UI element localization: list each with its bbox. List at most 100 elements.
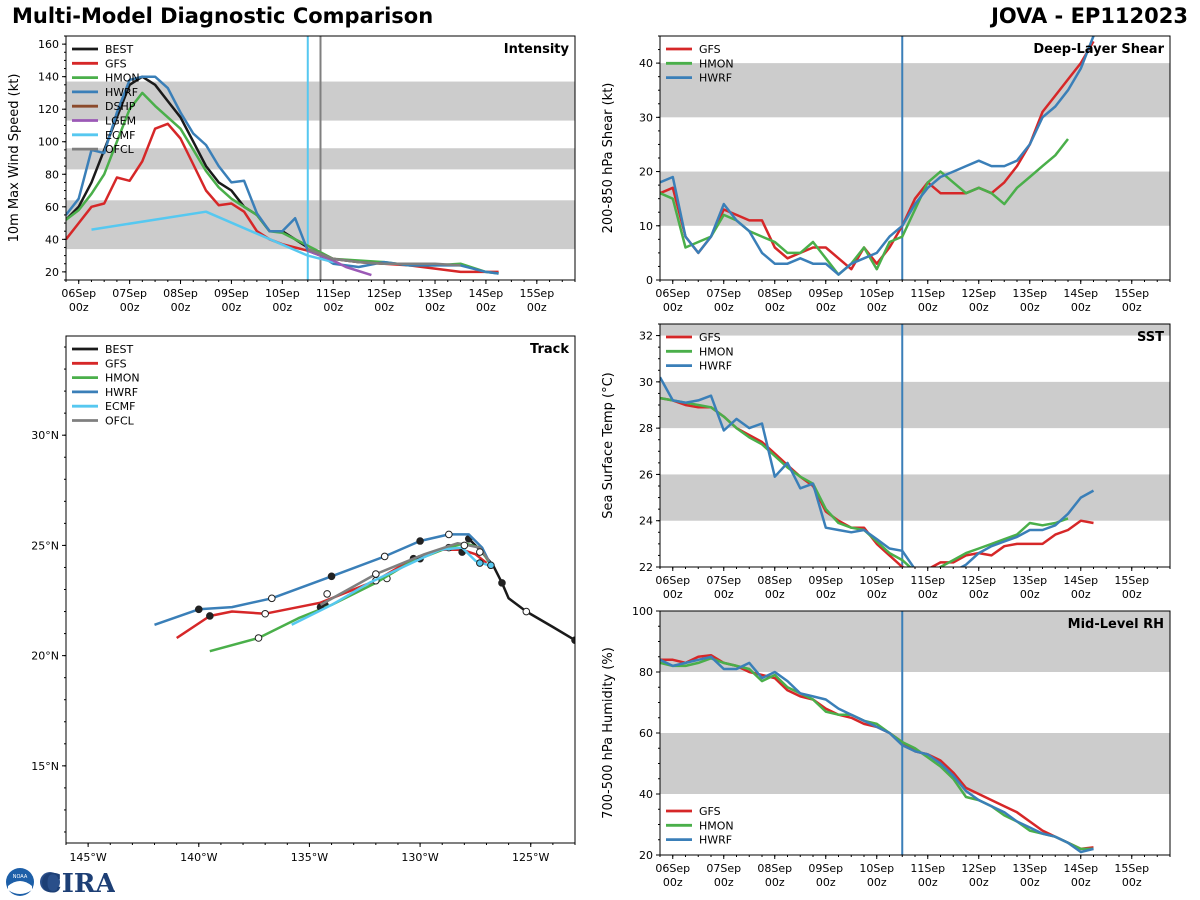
sst-xtick-line: 00z: [1020, 588, 1040, 601]
shear-series-hwrf: [660, 36, 1095, 276]
shear-xtick-line: 11Sep: [910, 287, 945, 300]
rh-legend-label-hwrf: HWRF: [699, 834, 732, 847]
sst-xtick-line: 09Sep: [808, 574, 843, 587]
track-frame: [65, 335, 576, 844]
shear-xtick-line: 00z: [918, 301, 938, 314]
track-legend-label-ecmf: ECMF: [105, 400, 135, 413]
intensity-title: Intensity: [504, 42, 570, 57]
intensity-xtick-label: 07Sep 00z: [112, 287, 147, 314]
shear-xtick-label: 07Sep 00z: [706, 287, 741, 314]
intensity-xtick-line: 08Sep: [163, 287, 198, 300]
track-marker-ofcl-1: [372, 570, 380, 578]
intensity-xtick-label: 06Sep 00z: [61, 287, 96, 314]
shear-xtick-label: 11Sep 00z: [910, 287, 945, 314]
shear-ytick-label: 10: [639, 220, 653, 233]
sst-series-group: [660, 376, 1095, 567]
track-marker-hmon-0: [254, 634, 263, 642]
intensity-xtick-line: 09Sep: [214, 287, 249, 300]
track-marker-gfs-0: [206, 612, 214, 620]
shear-ytick-label: 0: [646, 274, 653, 287]
shear-xtick-label: 06Sep 00z: [655, 287, 690, 314]
intensity-xtick-label: 13Sep 00z: [418, 287, 453, 314]
track-series-group: [154, 530, 575, 653]
shear-xtick-line: 14Sep: [1063, 287, 1098, 300]
shear-xtick-label: 14Sep 00z: [1063, 287, 1098, 314]
sst-frame: [659, 323, 1171, 568]
rh-band-1: [660, 611, 1170, 672]
rh-band-0: [660, 733, 1170, 794]
track-ytick-label: 20°N: [31, 650, 59, 663]
rh-xtick-line: 10Sep: [859, 862, 894, 875]
track-ytick-label: 25°N: [31, 539, 59, 552]
rh-xtick-label: 06Sep 00z: [655, 862, 690, 889]
intensity-xtick-line: 00z: [323, 301, 343, 314]
shear-xtick-label: 10Sep 00z: [859, 287, 894, 314]
intensity-xtick-label: 11Sep 00z: [316, 287, 351, 314]
intensity-ytick-label: 160: [38, 38, 59, 51]
track-marker-ecmf-1: [487, 561, 495, 570]
rh-xtick-label: 12Sep 00z: [961, 862, 996, 889]
rh-xtick-line: 00z: [816, 876, 836, 889]
shear-xtick-line: 00z: [969, 301, 989, 314]
shear-xtick-line: 00z: [714, 301, 734, 314]
sst-ytick-label: 26: [639, 468, 653, 481]
sst-xtick-line: 12Sep: [961, 574, 996, 587]
sst-xtick-label: 07Sep 00z: [706, 574, 741, 601]
intensity-xtick-line: 07Sep: [112, 287, 147, 300]
sst-xtick-label: 15Sep 00z: [1114, 574, 1149, 601]
track-title: Track: [530, 342, 569, 357]
sst-xtick-label: 13Sep 00z: [1012, 574, 1047, 601]
rh-xtick-line: 00z: [867, 876, 887, 889]
rh-xtick-line: 11Sep: [910, 862, 945, 875]
shear-series-hmon: [660, 138, 1069, 276]
track-xtick-label: 145°W: [69, 851, 106, 864]
sst-xtick-line: 00z: [1122, 588, 1142, 601]
sst-xtick-line: 00z: [1071, 588, 1091, 601]
intensity-legend-label-dshp: DSHP: [105, 100, 136, 113]
sst-band-0: [660, 474, 1170, 521]
shear-ytick-label: 30: [639, 111, 653, 124]
intensity-xtick-line: 14Sep: [469, 287, 504, 300]
rh-xtick-line: 06Sep: [655, 862, 690, 875]
sst-ytick-label: 24: [639, 515, 653, 528]
intensity-xtick-line: 00z: [527, 301, 547, 314]
rh-xtick-line: 14Sep: [1063, 862, 1098, 875]
rh-xtick-line: 00z: [663, 876, 683, 889]
track-marker-hwrf-0: [194, 605, 203, 614]
rh-ytick-label: 20: [639, 849, 653, 862]
sst-xtick-line: 14Sep: [1063, 574, 1098, 587]
track-xtick-label: 135°W: [291, 851, 328, 864]
intensity-series-group: [66, 75, 499, 277]
track-marker-ofcl-0: [323, 590, 331, 598]
intensity-xtick-line: 00z: [120, 301, 140, 314]
intensity-xtick-line: 06Sep: [61, 287, 96, 300]
intensity-legend-label-hmon: HMON: [105, 72, 140, 85]
shear-legend-label-gfs: GFS: [699, 43, 721, 56]
intensity-legend-label-hwrf: HWRF: [105, 86, 138, 99]
track-marker-hwrf-2: [327, 572, 336, 581]
noaa-emblem-text: NOAA: [13, 874, 28, 880]
figure-title: Multi-Model Diagnostic Comparison: [12, 4, 434, 28]
shear-ytick-label: 20: [639, 166, 653, 179]
sst-series-hwrf: [660, 376, 1095, 567]
shear-xtick-label: 09Sep 00z: [808, 287, 843, 314]
intensity-xtick-line: 11Sep: [316, 287, 351, 300]
track-marker-hwrf-1: [268, 594, 276, 603]
intensity-xtick-line: 00z: [425, 301, 445, 314]
storm-id: JOVA - EP112023: [991, 4, 1188, 28]
rh-xtick-label: 08Sep 00z: [757, 862, 792, 889]
sst-xtick-line: 10Sep: [859, 574, 894, 587]
track-ytick-label: 30°N: [31, 429, 59, 442]
shear-xtick-line: 15Sep: [1114, 287, 1149, 300]
shear-xtick-label: 08Sep 00z: [757, 287, 792, 314]
intensity-ytick-label: 120: [38, 103, 59, 116]
rh-legend-label-gfs: GFS: [699, 805, 721, 818]
intensity-xtick-line: 10Sep: [265, 287, 300, 300]
shear-xtick-line: 00z: [1071, 301, 1091, 314]
intensity-ytick-label: 60: [45, 201, 59, 214]
sst-xtick-label: 08Sep 00z: [757, 574, 792, 601]
intensity-xtick-line: 12Sep: [367, 287, 402, 300]
sst-xtick-line: 07Sep: [706, 574, 741, 587]
